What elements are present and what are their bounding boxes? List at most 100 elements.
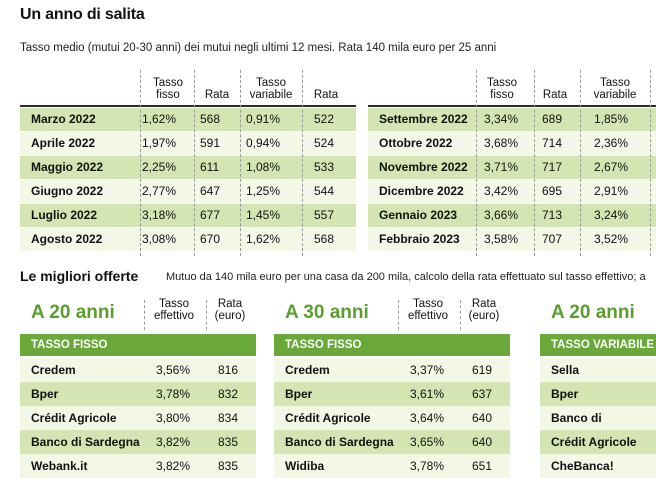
rate-type-band: TASSO VARIABILE bbox=[540, 334, 656, 356]
rata-value: 651 bbox=[472, 459, 493, 473]
rata-value: 637 bbox=[472, 387, 493, 401]
tasso-fisso-value: 3,68% bbox=[484, 136, 519, 150]
table-row: Aprile 2022 1,97% 591 0,94% 524 bbox=[20, 132, 356, 155]
bank-name: Crédit Agricole bbox=[551, 435, 637, 449]
table-row: Gennaio 2023 3,66% 713 3,24% bbox=[368, 204, 656, 227]
bank-name: Credem bbox=[285, 363, 330, 377]
column-divider bbox=[650, 70, 651, 256]
month-label: Agosto 2022 bbox=[31, 232, 103, 246]
table-row: CheBanca! bbox=[540, 454, 656, 478]
tasso-variabile-value: 3,24% bbox=[594, 208, 629, 222]
tasso-effettivo-value: 3,82% bbox=[156, 459, 191, 473]
table-row: Banco di Sardegna 3,82% 835 bbox=[20, 430, 256, 454]
table-row: Bper bbox=[540, 382, 656, 406]
rata-fisso-value: 568 bbox=[200, 112, 221, 126]
offers-subtitle: Mutuo da 140 mila euro per una casa da 2… bbox=[166, 271, 646, 283]
month-label: Novembre 2022 bbox=[379, 160, 468, 174]
table-row: Giugno 2022 2,77% 647 1,25% 544 bbox=[20, 180, 356, 203]
tasso-fisso-value: 1,62% bbox=[142, 112, 177, 126]
table-row: Bper 3,61% 637 bbox=[274, 382, 510, 406]
month-label: Gennaio 2023 bbox=[379, 208, 458, 222]
tasso-effettivo-value: 3,80% bbox=[156, 411, 191, 425]
rata-fisso-value: 714 bbox=[542, 136, 563, 150]
tasso-variabile-value: 1,62% bbox=[246, 232, 281, 246]
table-row: Banco di Sardegna bbox=[540, 406, 656, 449]
header-tasso-effettivo: Tasso effettivo bbox=[153, 298, 195, 322]
bank-name: Bper bbox=[551, 387, 579, 401]
bank-name: Credem bbox=[31, 363, 76, 377]
rata-fisso-value: 591 bbox=[200, 136, 221, 150]
month-label: Febbraio 2023 bbox=[379, 232, 460, 246]
month-label: Aprile 2022 bbox=[31, 136, 96, 150]
month-label: Giugno 2022 bbox=[31, 184, 104, 198]
table-row: Credem 3,37% 619 bbox=[274, 358, 510, 382]
bank-name: Crédit Agricole bbox=[285, 411, 371, 425]
rata-fisso-value: 670 bbox=[200, 232, 221, 246]
tasso-fisso-value: 3,66% bbox=[484, 208, 519, 222]
month-label: Maggio 2022 bbox=[31, 160, 104, 174]
table-row: Bper 3,78% 832 bbox=[20, 382, 256, 406]
month-label: Settembre 2022 bbox=[379, 112, 468, 126]
tasso-effettivo-value: 3,78% bbox=[410, 459, 445, 473]
rata-value: 619 bbox=[472, 363, 493, 377]
header-tasso-variabile: Tasso variabile bbox=[593, 77, 637, 101]
tasso-variabile-value: 2,91% bbox=[594, 184, 629, 198]
tasso-fisso-value: 3,42% bbox=[484, 184, 519, 198]
header-rata-euro: Rata (euro) bbox=[214, 298, 246, 322]
rata-fisso-value: 689 bbox=[542, 112, 563, 126]
rata-fisso-value: 707 bbox=[542, 232, 563, 246]
month-label: Ottobre 2022 bbox=[379, 136, 453, 150]
page-subtitle: Tasso medio (mutui 20-30 anni) dei mutui… bbox=[20, 42, 497, 54]
header-tasso-variabile: Tasso variabile bbox=[249, 77, 293, 101]
bank-name: Sella bbox=[551, 363, 580, 377]
header-tasso-fisso: Tasso fisso bbox=[486, 77, 518, 101]
column-divider bbox=[476, 70, 477, 256]
table-row: Crédit Agricole bbox=[540, 430, 656, 454]
page-title: Un anno di salita bbox=[20, 6, 145, 23]
tasso-fisso-value: 3,08% bbox=[142, 232, 177, 246]
tasso-variabile-value: 3,52% bbox=[594, 232, 629, 246]
tasso-effettivo-value: 3,65% bbox=[410, 435, 445, 449]
tasso-variabile-value: 1,85% bbox=[594, 112, 629, 126]
rata-fisso-value: 713 bbox=[542, 208, 563, 222]
column-divider bbox=[240, 70, 241, 256]
column-divider bbox=[144, 300, 145, 330]
table-row: Banco di Sardegna 3,65% 640 bbox=[274, 430, 510, 454]
header-rata-variabile: Rata bbox=[313, 89, 339, 101]
header-rule bbox=[20, 105, 356, 107]
rata-variabile-value: 544 bbox=[314, 184, 335, 198]
offers-heading: A 30 anni bbox=[285, 302, 369, 323]
table-row: Luglio 2022 3,18% 677 1,45% 557 bbox=[20, 204, 356, 227]
rata-value: 640 bbox=[472, 411, 493, 425]
offers-heading: A 20 anni bbox=[551, 302, 635, 323]
tasso-variabile-value: 1,08% bbox=[246, 160, 281, 174]
tasso-effettivo-value: 3,64% bbox=[410, 411, 445, 425]
month-label: Dicembre 2022 bbox=[379, 184, 464, 198]
rata-fisso-value: 677 bbox=[200, 208, 221, 222]
header-tasso-effettivo: Tasso effettivo bbox=[407, 298, 449, 322]
column-divider bbox=[140, 70, 141, 256]
table-row: Marzo 2022 1,62% 568 0,91% 522 bbox=[20, 108, 356, 131]
table-row: Agosto 2022 3,08% 670 1,62% 568 bbox=[20, 228, 356, 251]
rate-type-band: TASSO FISSO bbox=[274, 334, 510, 356]
tasso-variabile-value: 0,94% bbox=[246, 136, 281, 150]
column-divider bbox=[580, 70, 581, 256]
rata-fisso-value: 717 bbox=[542, 160, 563, 174]
table-row: Febbraio 2023 3,58% 707 3,52% bbox=[368, 228, 656, 251]
bank-name: CheBanca! bbox=[551, 459, 614, 473]
tasso-variabile-value: 2,36% bbox=[594, 136, 629, 150]
table-row: Settembre 2022 3,34% 689 1,85% bbox=[368, 108, 656, 131]
month-label: Luglio 2022 bbox=[31, 208, 98, 222]
rata-variabile-value: 522 bbox=[314, 112, 335, 126]
bank-name: Bper bbox=[31, 387, 59, 401]
column-divider bbox=[460, 300, 461, 330]
tasso-fisso-value: 2,25% bbox=[142, 160, 177, 174]
tasso-fisso-value: 3,34% bbox=[484, 112, 519, 126]
tasso-effettivo-value: 3,56% bbox=[156, 363, 191, 377]
bank-name: Webank.it bbox=[31, 459, 88, 473]
rates-table-left: Tasso fisso Rata Tasso variabile Rata Ma… bbox=[20, 66, 356, 256]
rata-variabile-value: 568 bbox=[314, 232, 335, 246]
tasso-variabile-value: 1,45% bbox=[246, 208, 281, 222]
header-rata-euro: Rata (euro) bbox=[468, 298, 500, 322]
table-row: Ottobre 2022 3,68% 714 2,36% bbox=[368, 132, 656, 155]
